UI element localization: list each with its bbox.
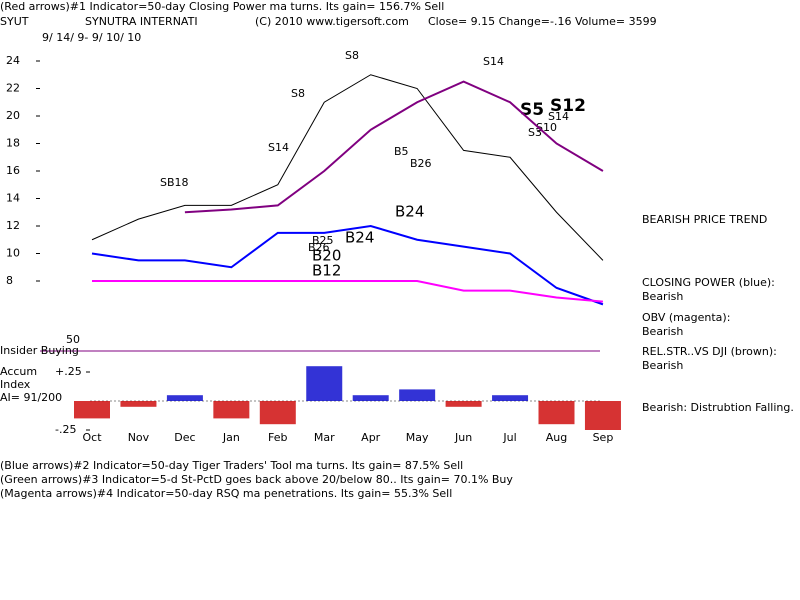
label-text: (Red arrows)#1 Indicator=50-day Closing … [0, 0, 444, 13]
y-tick-label: 16 [6, 164, 20, 177]
signal-label: S14 [483, 55, 504, 68]
label-text: OBV (magenta): [642, 311, 730, 324]
label-text: SYNUTRA INTERNATI [85, 15, 198, 28]
x-tick-label: Dec [174, 431, 195, 444]
bar [584, 401, 621, 430]
signal-label: B24 [345, 229, 374, 247]
label-text: Index [0, 378, 31, 391]
label-text: AI= 91/200 [0, 391, 62, 404]
signal-label: S8 [345, 49, 359, 62]
series-line [184, 80, 604, 214]
label-text: 50 [66, 333, 80, 346]
label-text: Close= 9.15 Change=-.16 Volume= 3599 [428, 15, 657, 28]
y-tick-label: +.25 [55, 365, 82, 378]
y-tick-label: 18 [6, 137, 20, 150]
bar [492, 395, 529, 401]
signal-label: B24 [395, 203, 424, 221]
signal-label: B26 [410, 157, 432, 170]
x-tick-label: May [406, 431, 429, 444]
y-tick-label: 24 [6, 54, 20, 67]
series-line [91, 224, 604, 306]
label-text: (Magenta arrows)#4 Indicator=50-day RSQ … [0, 487, 452, 500]
signal-label: B5 [394, 145, 409, 158]
y-tick-label: 8 [6, 274, 13, 287]
bar [538, 401, 575, 425]
bar [445, 401, 482, 407]
signal-label: B25 [312, 234, 334, 247]
bar [399, 389, 436, 401]
x-tick-label: Mar [314, 431, 335, 444]
y-tick-label: -.25 [55, 423, 76, 436]
signal-label: S12 [550, 96, 586, 116]
y-tick-label: 20 [6, 109, 20, 122]
signal-label: B26 [308, 241, 330, 254]
x-tick-label: Jun [454, 431, 472, 444]
bar [166, 395, 203, 401]
signal-label: S5 [520, 100, 544, 120]
label-text: (Blue arrows)#2 Indicator=50-day Tiger T… [0, 459, 463, 472]
label-text: Bearish: Distrubtion Falling. [642, 401, 794, 414]
label-text: (C) 2010 www.tigersoft.com [255, 15, 409, 28]
x-tick-label: Nov [128, 431, 150, 444]
bar [306, 366, 343, 401]
signal-label: S14 [268, 141, 289, 154]
label-text: (Green arrows)#3 Indicator=5-d St-PctD g… [0, 473, 513, 486]
label-text: BEARISH PRICE TREND [642, 213, 767, 226]
x-tick-label: Aug [546, 431, 567, 444]
bar [213, 401, 250, 419]
signal-label: S14 [548, 110, 569, 123]
bar [259, 401, 296, 425]
label-text: 9/ 14/ 9- 9/ 10/ 10 [42, 31, 141, 44]
x-tick-label: Feb [268, 431, 287, 444]
signal-label: SB18 [160, 176, 189, 189]
label-text: Bearish [642, 290, 683, 303]
signal-label: B12 [312, 262, 341, 280]
label-text: Accum [0, 365, 37, 378]
signal-label: S8 [291, 87, 305, 100]
signal-label: B20 [312, 247, 341, 265]
label-text: Bearish [642, 359, 683, 372]
label-text: CLOSING POWER (blue): [642, 276, 775, 289]
x-tick-label: Jan [222, 431, 240, 444]
y-tick-label: 12 [6, 219, 20, 232]
x-tick-label: Oct [82, 431, 102, 444]
series-line [92, 280, 604, 303]
bar [74, 401, 110, 419]
x-tick-label: Sep [593, 431, 614, 444]
bar [352, 395, 389, 401]
y-tick-label: 22 [6, 82, 20, 95]
y-tick-label: 10 [6, 247, 20, 260]
label-text: Insider Buying [0, 344, 79, 357]
x-tick-label: Jul [502, 431, 516, 444]
y-tick-label: 14 [6, 192, 20, 205]
label-text: REL.STR..VS DJI (brown): [642, 345, 777, 358]
label-text: SYUT [0, 15, 29, 28]
x-tick-label: Apr [361, 431, 381, 444]
bar [120, 401, 157, 407]
series-line [91, 74, 604, 261]
label-text: Bearish [642, 325, 683, 338]
signal-label: S3 [528, 126, 542, 139]
